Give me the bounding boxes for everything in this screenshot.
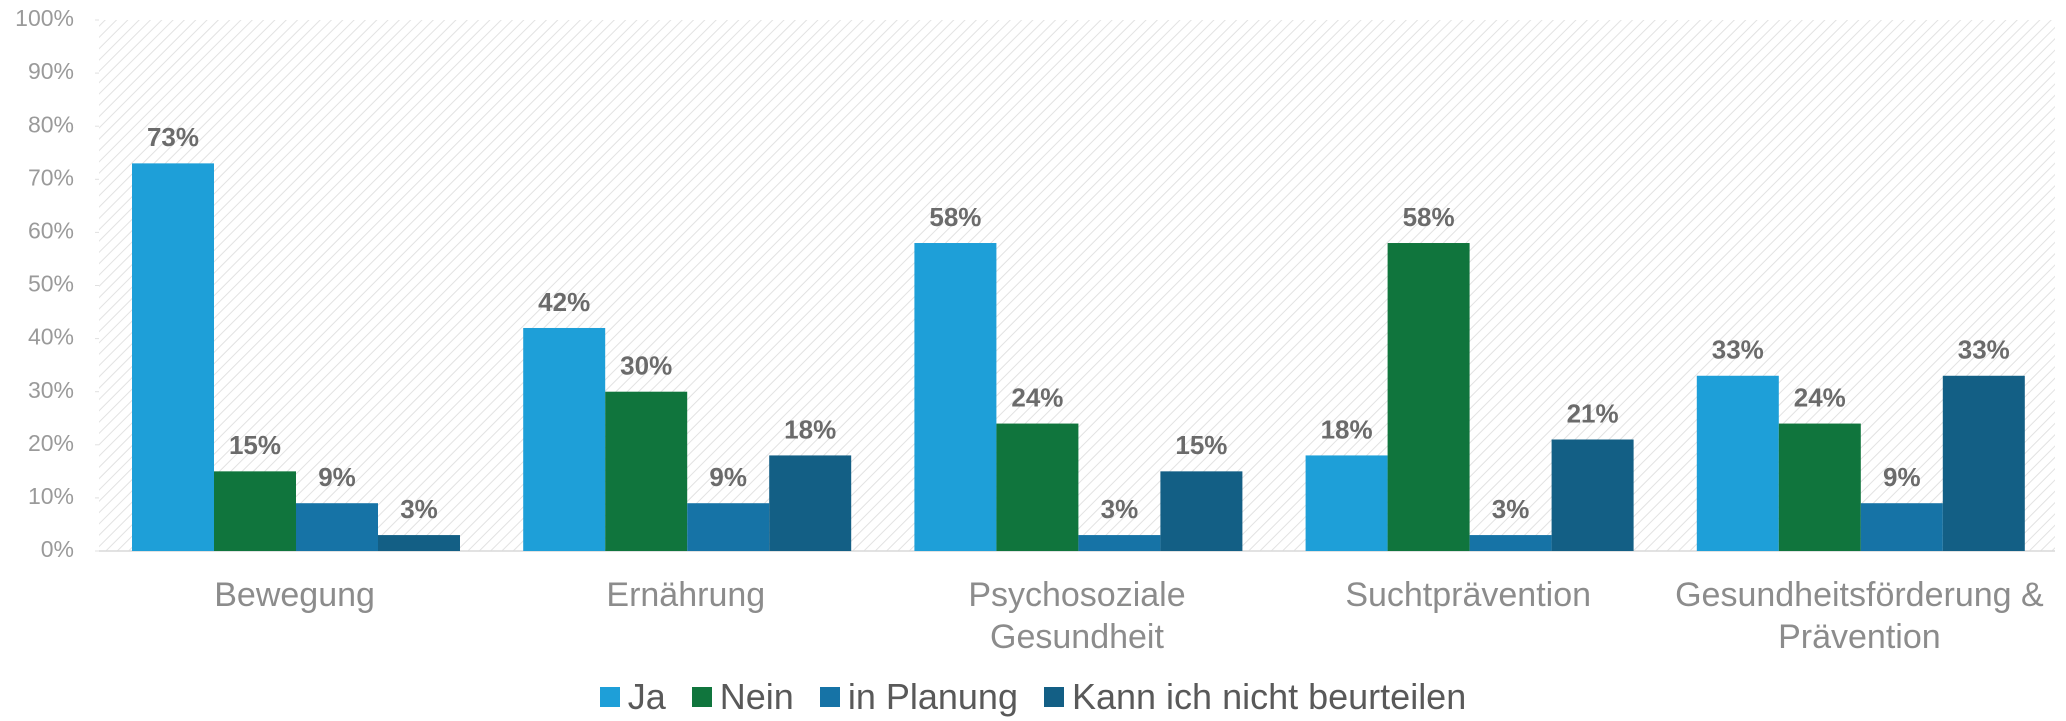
legend-label: Kann ich nicht beurteilen <box>1071 676 1467 717</box>
legend-item: Kann ich nicht beurteilen <box>1043 676 1467 718</box>
data-label: 15% <box>229 430 281 460</box>
x-tick-label: Suchtprävention <box>1345 576 1592 614</box>
legend-swatch <box>599 687 620 707</box>
data-label: 9% <box>1883 462 1921 492</box>
data-label: 73% <box>147 122 199 152</box>
data-label: 18% <box>1321 414 1373 444</box>
bar <box>769 455 852 551</box>
bar <box>1387 243 1470 551</box>
legend: Ja Nein in Planung Kann ich nicht beurteile… <box>0 676 2066 718</box>
legend-label: Ja <box>627 676 666 717</box>
data-label: 33% <box>1958 335 2010 365</box>
data-label: 21% <box>1567 398 1619 428</box>
y-tick-label: 70% <box>28 164 74 190</box>
legend-item: Nein <box>691 676 794 718</box>
bar <box>1160 471 1243 551</box>
y-tick-label: 0% <box>41 536 74 562</box>
data-label: 9% <box>318 462 356 492</box>
y-tick-label: 60% <box>28 217 74 243</box>
data-label: 3% <box>400 494 438 524</box>
data-label: 24% <box>1011 382 1063 412</box>
y-tick-label: 80% <box>28 111 74 137</box>
y-tick-label: 20% <box>28 430 74 456</box>
y-tick-label: 40% <box>28 324 74 350</box>
data-label: 42% <box>538 287 590 317</box>
bar <box>523 327 606 551</box>
bar <box>296 503 378 551</box>
y-tick-label: 30% <box>28 377 74 403</box>
data-label: 30% <box>620 351 672 381</box>
bar <box>996 423 1079 551</box>
bar <box>1305 455 1388 551</box>
bar <box>687 503 770 551</box>
bar <box>914 243 997 551</box>
bar <box>1942 375 2025 551</box>
y-tick-label: 50% <box>28 271 74 297</box>
y-tick-label: 100% <box>15 5 74 31</box>
bar <box>1078 535 1161 551</box>
legend-label: Nein <box>719 676 794 717</box>
y-tick-label: 90% <box>28 58 74 84</box>
x-tick-label: Gesundheitsförderung & Prävention <box>1675 576 2044 656</box>
data-label: 3% <box>1492 494 1530 524</box>
legend-swatch <box>691 687 712 707</box>
data-label: 58% <box>929 202 981 232</box>
bar <box>214 471 296 551</box>
data-label: 58% <box>1403 202 1455 232</box>
legend-swatch <box>819 687 840 707</box>
data-label: 9% <box>709 462 747 492</box>
x-tick-label: Psychosoziale Gesundheit <box>968 576 1186 656</box>
data-label: 3% <box>1101 494 1139 524</box>
bar <box>1551 439 1634 551</box>
data-label: 33% <box>1712 335 1764 365</box>
y-tick-label: 10% <box>28 483 74 509</box>
legend-item: Ja <box>599 676 666 718</box>
x-tick-label: Ernährung <box>606 576 766 614</box>
data-label: 24% <box>1794 382 1846 412</box>
data-label: 15% <box>1175 430 1227 460</box>
legend-label: in Planung <box>847 676 1018 717</box>
bar <box>605 391 688 551</box>
legend-swatch <box>1043 687 1064 707</box>
bar <box>378 535 460 551</box>
bar <box>1469 535 1552 551</box>
data-label: 18% <box>784 414 836 444</box>
legend-item: in Planung <box>819 676 1018 718</box>
bar <box>1860 503 1943 551</box>
bar <box>1778 423 1861 551</box>
bar <box>1696 375 1779 551</box>
bar <box>132 163 214 551</box>
x-tick-label: Bewegung <box>214 576 375 614</box>
